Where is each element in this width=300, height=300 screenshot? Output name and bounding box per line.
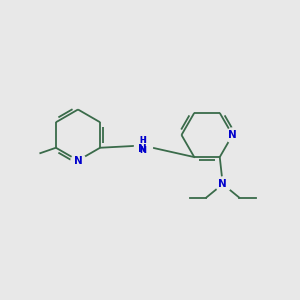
Text: N: N [228,130,237,140]
Text: H
N: H N [139,136,146,155]
Text: N: N [218,179,227,189]
Text: N: N [74,155,82,166]
Text: N: N [138,144,147,154]
Text: H: H [140,136,146,146]
